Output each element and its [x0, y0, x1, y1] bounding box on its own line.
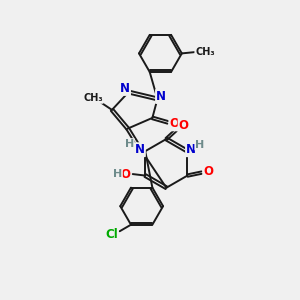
Text: H: H	[124, 139, 134, 149]
Text: CH₃: CH₃	[83, 93, 103, 103]
Text: CH₃: CH₃	[195, 47, 215, 57]
Text: H: H	[113, 169, 122, 179]
Text: N: N	[135, 143, 145, 156]
Text: Cl: Cl	[105, 228, 118, 241]
Text: O: O	[178, 119, 189, 132]
Text: O: O	[120, 168, 130, 181]
Text: N: N	[156, 90, 166, 103]
Text: N: N	[120, 82, 130, 95]
Text: H: H	[195, 140, 205, 150]
Text: O: O	[203, 166, 213, 178]
Text: O: O	[169, 117, 179, 130]
Text: N: N	[186, 143, 196, 156]
